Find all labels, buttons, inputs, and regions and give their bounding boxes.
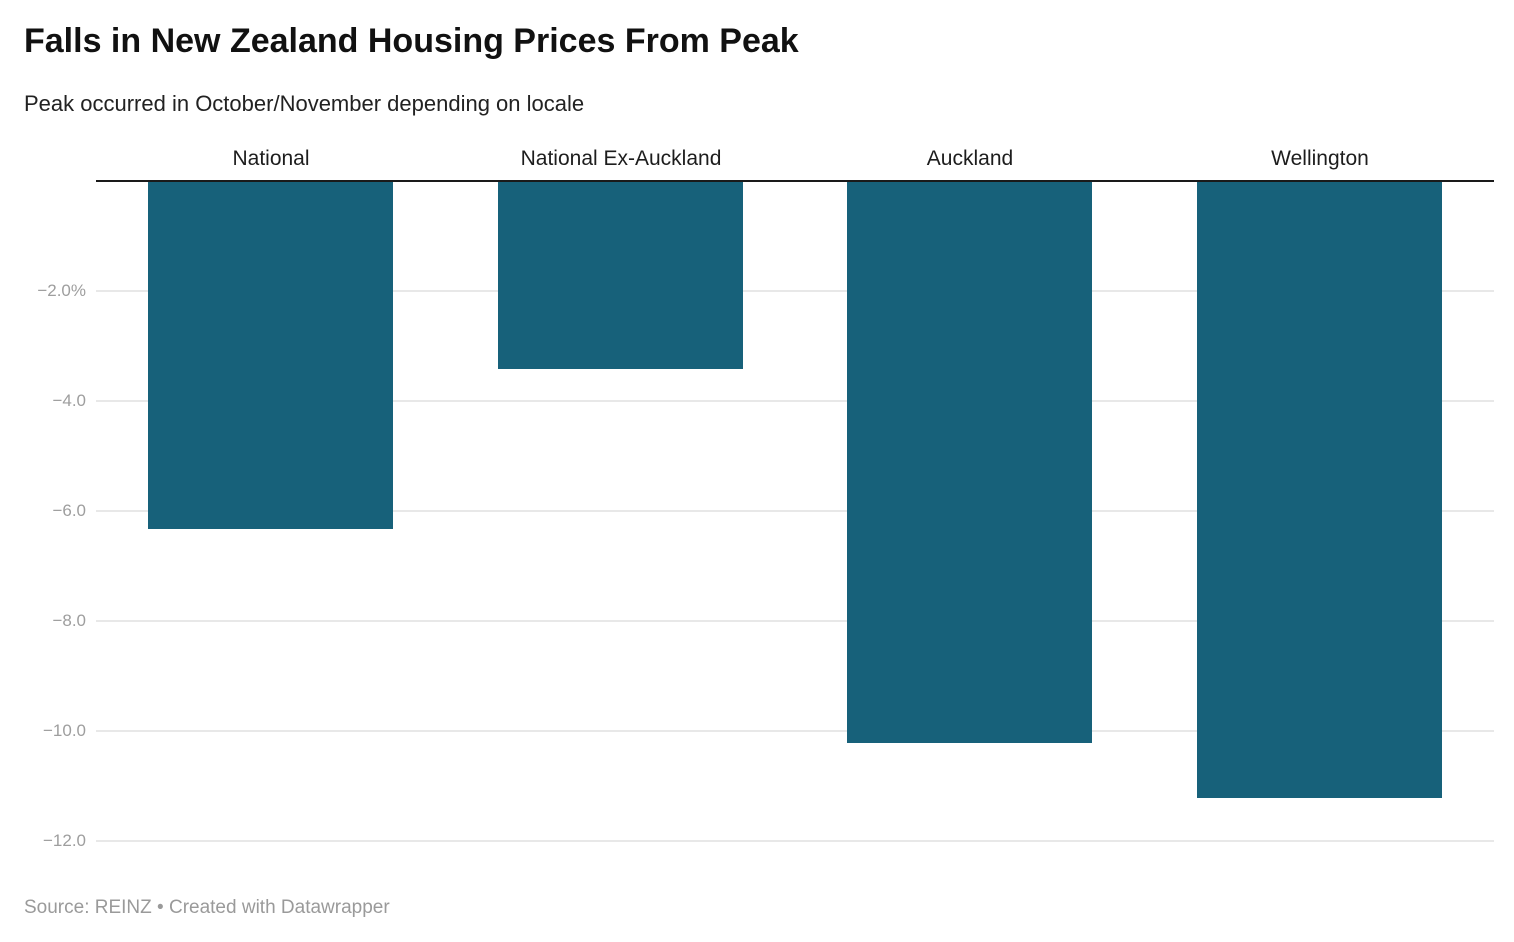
y-axis-tick-label: −10.0 [42, 721, 86, 740]
y-gridline [96, 620, 1494, 622]
bar-national [148, 182, 393, 529]
source-attribution: Source: REINZ • Created with Datawrapper [24, 897, 390, 918]
bar-wellington [1197, 182, 1442, 798]
x-axis-zero-line [96, 180, 1494, 182]
category-label-auckland: Auckland [926, 147, 1014, 170]
y-axis-tick-label: −6.0 [52, 501, 86, 520]
y-gridline [96, 400, 1494, 402]
bar-auckland [847, 182, 1092, 743]
y-gridline [96, 510, 1494, 512]
y-gridline [96, 290, 1494, 292]
category-label-national-ex-auckland: National Ex-Auckland [520, 147, 722, 170]
y-gridline [96, 840, 1494, 842]
y-gridline [96, 730, 1494, 732]
y-axis-tick-label: −4.0 [52, 391, 86, 410]
bar-national-ex-auckland [498, 182, 743, 369]
y-axis-tick-label: −2.0% [37, 281, 86, 300]
category-label-national: National [232, 147, 310, 170]
chart-subtitle: Peak occurred in October/November depend… [24, 91, 585, 116]
y-axis-tick-label: −8.0 [52, 611, 86, 630]
category-label-wellington: Wellington [1271, 147, 1369, 170]
chart-title: Falls in New Zealand Housing Prices From… [24, 22, 799, 60]
y-axis-tick-label: −12.0 [42, 831, 86, 850]
